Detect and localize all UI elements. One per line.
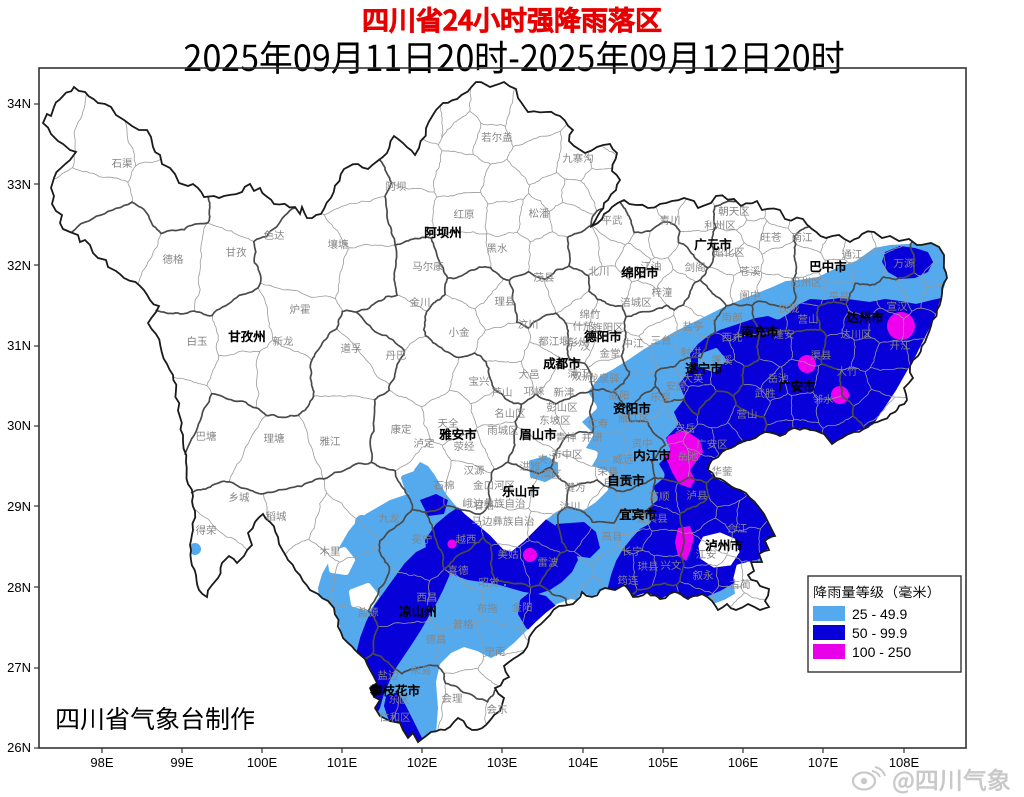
svg-text:99E: 99E [170, 755, 193, 770]
svg-text:50 - 99.9: 50 - 99.9 [852, 625, 907, 641]
svg-text:106E: 106E [728, 755, 759, 770]
svg-text:30N: 30N [7, 418, 31, 433]
svg-text:27N: 27N [7, 660, 31, 675]
svg-text:33N: 33N [7, 177, 31, 192]
svg-text:100 - 250: 100 - 250 [852, 644, 911, 660]
svg-text:32N: 32N [7, 258, 31, 273]
svg-text:100E: 100E [247, 755, 278, 770]
svg-text:105E: 105E [648, 755, 679, 770]
svg-text:28N: 28N [7, 580, 31, 595]
svg-text:98E: 98E [90, 755, 113, 770]
svg-text:31N: 31N [7, 338, 31, 353]
svg-text:26N: 26N [7, 740, 31, 755]
svg-text:102E: 102E [407, 755, 438, 770]
svg-text:104E: 104E [568, 755, 599, 770]
svg-text:101E: 101E [327, 755, 358, 770]
svg-text:25 - 49.9: 25 - 49.9 [852, 606, 907, 622]
svg-text:103E: 103E [487, 755, 518, 770]
svg-text:34N: 34N [7, 96, 31, 111]
svg-text:108E: 108E [889, 755, 920, 770]
svg-text:107E: 107E [808, 755, 839, 770]
svg-text:29N: 29N [7, 499, 31, 514]
